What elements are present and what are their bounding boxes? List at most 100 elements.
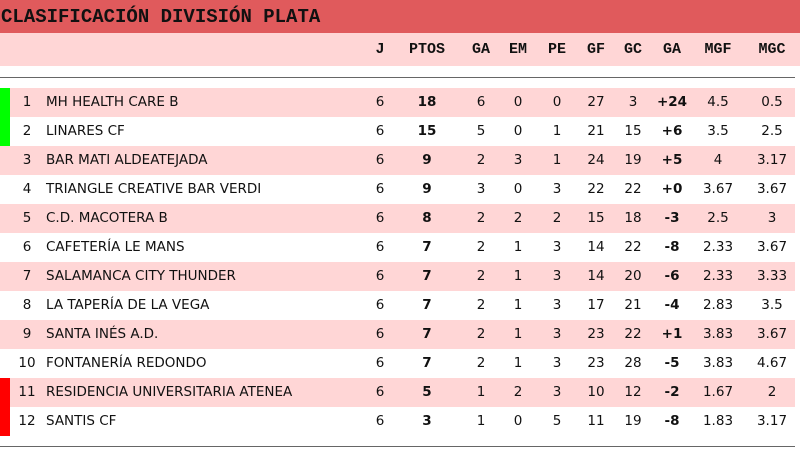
table-row[interactable]: 2 LINARES CF 6 15 5 0 1 21 15 +6 3.5 2.5	[0, 117, 795, 146]
team-name: LA TAPERÍA DE LA VEGA	[46, 297, 210, 313]
stat-cell: 1	[476, 413, 486, 429]
stat-cell: 3	[628, 94, 638, 110]
team-name: LINARES CF	[46, 123, 125, 139]
stat-cell: 1	[513, 297, 523, 313]
stat-cell: 19	[624, 413, 642, 429]
title-bar: CLASIFICACIÓN DIVISIÓN PLATA	[0, 0, 800, 33]
stat-cell: 2.33	[702, 268, 734, 284]
table-row[interactable]: 6 CAFETERÍA LE MANS 6 7 2 1 3 14 22 -8 2.33 3.67	[0, 233, 795, 262]
stat-cell: +5	[661, 152, 683, 168]
table-row[interactable]: 10 FONTANERÍA REDONDO 6 7 2 1 3 23 28 -5 3.83 4.67	[0, 349, 795, 378]
stat-cell: 22	[587, 181, 605, 197]
stat-cell: 3.67	[756, 181, 788, 197]
position: 12	[18, 413, 36, 429]
stat-cell: 1.83	[702, 413, 734, 429]
stat-cell: 3.83	[702, 326, 734, 342]
table-row[interactable]: 12 SANTIS CF 6 3 1 0 5 11 19 -8 1.83 3.17	[0, 407, 795, 436]
table-row[interactable]: 3 BAR MATI ALDEATEJADA 6 9 2 3 1 24 19 +5 4 3.17	[0, 146, 795, 175]
stat-cell: 2	[767, 384, 777, 400]
divider	[0, 77, 795, 78]
stat-cell: 19	[624, 152, 642, 168]
stat-cell: 22	[624, 181, 642, 197]
stat-cell: 3	[552, 326, 562, 342]
stat-cell: 2.5	[761, 123, 783, 139]
position: 8	[22, 297, 32, 313]
position: 10	[18, 355, 36, 371]
stat-cell: 15	[624, 123, 642, 139]
column-header: GC	[623, 41, 643, 58]
stat-cell: 2	[552, 210, 562, 226]
team-name: TRIANGLE CREATIVE BAR VERDI	[46, 181, 262, 197]
position: 11	[18, 384, 36, 400]
stat-cell: 2	[476, 152, 486, 168]
stat-cell: 27	[587, 94, 605, 110]
stat-cell: 22	[624, 326, 642, 342]
stat-cell: -8	[664, 239, 680, 255]
stat-cell: 3.33	[756, 268, 788, 284]
stat-cell: 1	[552, 152, 562, 168]
stat-cell: 1	[476, 384, 486, 400]
stat-cell: 2.5	[707, 210, 729, 226]
stat-cell: 6	[375, 181, 385, 197]
table-row[interactable]: 9 SANTA INÉS A.D. 6 7 2 1 3 23 22 +1 3.83 3.67	[0, 320, 795, 349]
stat-cell: 3	[552, 384, 562, 400]
position: 7	[22, 268, 32, 284]
stat-cell: 3.5	[707, 123, 729, 139]
stat-cell: 2	[476, 268, 486, 284]
stat-cell: -6	[664, 268, 680, 284]
table-row[interactable]: 1 MH HEALTH CARE B 6 18 6 0 0 27 3 +24 4.5 0.5	[0, 88, 795, 117]
column-header: J	[375, 41, 385, 58]
stat-cell: 15	[587, 210, 605, 226]
table-row[interactable]: 8 LA TAPERÍA DE LA VEGA 6 7 2 1 3 17 21 -4 2.83 3.5	[0, 291, 795, 320]
stat-cell: 7	[422, 297, 432, 313]
stat-cell: 3	[552, 268, 562, 284]
table-row[interactable]: 11 RESIDENCIA UNIVERSITARIA ATENEA 6 5 1 2 3 10…	[0, 378, 795, 407]
team-name: C.D. MACOTERA B	[46, 210, 168, 226]
stat-cell: 14	[587, 268, 605, 284]
stat-cell: 4.67	[756, 355, 788, 371]
stat-cell: 6	[375, 384, 385, 400]
stat-cell: 22	[624, 239, 642, 255]
relegation-marker	[0, 407, 10, 436]
stat-cell: 11	[587, 413, 605, 429]
column-header: PE	[547, 41, 567, 58]
stat-cell: 3.83	[702, 355, 734, 371]
team-name: MH HEALTH CARE B	[46, 94, 179, 110]
stat-cell: 15	[417, 123, 437, 139]
stat-cell: 18	[417, 94, 437, 110]
column-header: MGF	[704, 41, 732, 58]
stat-cell: 1	[513, 268, 523, 284]
stat-cell: 28	[624, 355, 642, 371]
table-row[interactable]: 5 C.D. MACOTERA B 6 8 2 2 2 15 18 -3 2.5 3	[0, 204, 795, 233]
stat-cell: 9	[422, 181, 432, 197]
stat-cell: 1	[513, 239, 523, 255]
stat-cell: 0	[513, 123, 523, 139]
table-row[interactable]: 4 TRIANGLE CREATIVE BAR VERDI 6 9 3 0 3 22 22 +0 3…	[0, 175, 795, 204]
stat-cell: 4.5	[707, 94, 729, 110]
stat-cell: 6	[375, 210, 385, 226]
stat-cell: 5	[476, 123, 486, 139]
stat-cell: 3	[552, 181, 562, 197]
stat-cell: 3.67	[702, 181, 734, 197]
stat-cell: 17	[587, 297, 605, 313]
stat-cell: 2	[476, 239, 486, 255]
stat-cell: 7	[422, 326, 432, 342]
stat-cell: 5	[422, 384, 432, 400]
stat-cell: 6	[375, 413, 385, 429]
team-name: BAR MATI ALDEATEJADA	[46, 152, 208, 168]
stat-cell: 1	[513, 326, 523, 342]
stat-cell: 5	[552, 413, 562, 429]
stat-cell: 3	[552, 239, 562, 255]
column-header: GF	[586, 41, 606, 58]
stat-cell: 2	[513, 210, 523, 226]
stat-cell: -2	[664, 384, 680, 400]
stat-cell: 0	[513, 413, 523, 429]
stat-cell: 6	[375, 297, 385, 313]
stat-cell: 3	[476, 181, 486, 197]
table-header: J PTOS GA EM PE GF GC GA MGF MGC	[0, 33, 800, 66]
table-row[interactable]: 7 SALAMANCA CITY THUNDER 6 7 2 1 3 14 20 -6 2.33 3.…	[0, 262, 795, 291]
stat-cell: 12	[624, 384, 642, 400]
stat-cell: +1	[661, 326, 683, 342]
stat-cell: 14	[587, 239, 605, 255]
stat-cell: 21	[587, 123, 605, 139]
